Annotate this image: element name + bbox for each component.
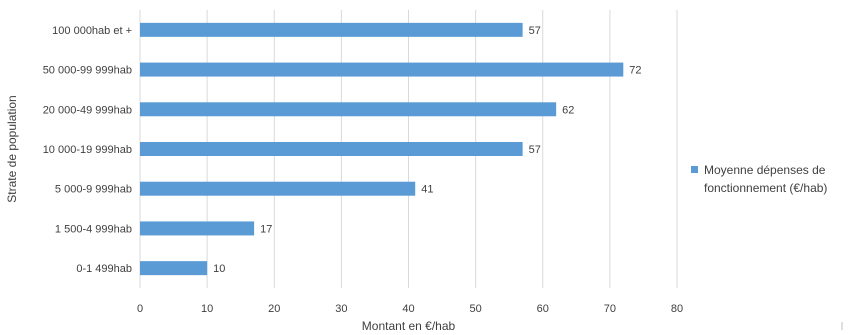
data-label: 10 [213, 263, 225, 275]
x-tick-label: 20 [268, 303, 280, 315]
bar [140, 22, 523, 37]
y-axis-title: Strate de population [5, 95, 19, 202]
x-tick-label: 80 [671, 303, 683, 315]
legend: Moyenne dépenses de fonctionnement (€/ha… [691, 163, 827, 195]
x-tick-label: 60 [537, 303, 549, 315]
legend-label-line-2: fonctionnement (€/hab) [704, 181, 827, 195]
x-tick-label: 70 [604, 303, 616, 315]
data-label: 57 [529, 144, 541, 156]
x-tick-label: 10 [201, 303, 213, 315]
bar [140, 181, 416, 196]
bar [140, 221, 255, 236]
data-labels: 57 72 62 57 41 17 10 [213, 25, 641, 275]
data-label: 17 [260, 223, 272, 235]
category-label: 10 000-19 999hab [43, 144, 132, 156]
category-label: 5 000-9 999hab [55, 184, 132, 196]
x-tick-label: 50 [470, 303, 482, 315]
data-label: 72 [629, 65, 641, 77]
bars [140, 22, 624, 276]
category-label: 50 000-99 999hab [43, 65, 132, 77]
data-label: 41 [421, 184, 433, 196]
bar [140, 142, 523, 156]
category-label: 20 000-49 999hab [43, 104, 132, 116]
bar [140, 62, 624, 77]
bar [140, 261, 208, 276]
data-label: 62 [562, 104, 574, 116]
x-tick-label: 0 [137, 303, 143, 315]
x-axis-title: Montant en €/hab [362, 319, 456, 333]
x-tick-labels: 0 10 20 30 40 50 60 70 80 [137, 303, 683, 315]
category-label: 1 500-4 999hab [55, 223, 132, 235]
legend-swatch [691, 166, 698, 173]
bar [140, 102, 557, 117]
category-label: 100 000hab et + [52, 25, 132, 37]
category-label: 0-1 499hab [76, 263, 132, 275]
data-label: 57 [529, 25, 541, 37]
x-tick-label: 30 [335, 303, 347, 315]
legend-label-line-1: Moyenne dépenses de [704, 163, 826, 177]
category-labels: 100 000hab et + 50 000-99 999hab 20 000-49… [43, 25, 132, 275]
x-tick-label: 40 [402, 303, 414, 315]
